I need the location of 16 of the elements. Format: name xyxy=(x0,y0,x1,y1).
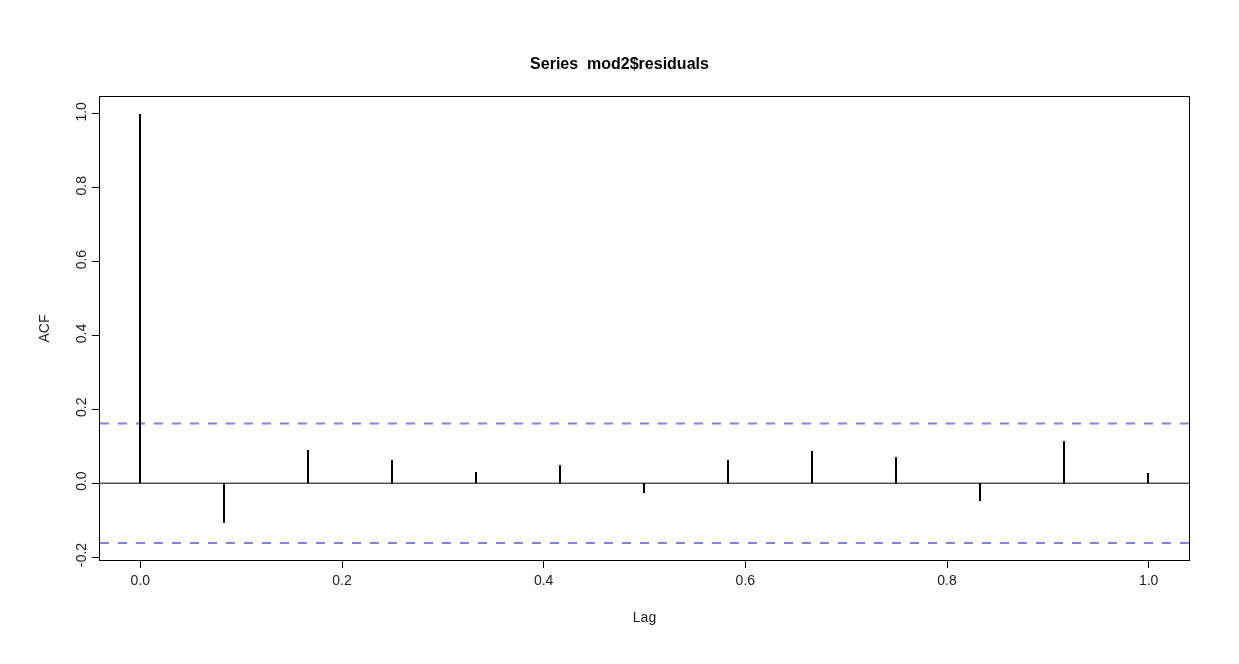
y-tick-label: -0.2 xyxy=(73,542,90,568)
y-tick-label: 0.4 xyxy=(73,323,90,344)
x-tick-label: 0.0 xyxy=(130,571,151,588)
x-tick-label: 0.2 xyxy=(332,571,352,588)
y-tick-label: 0.6 xyxy=(73,249,90,270)
x-tick-label: 0.4 xyxy=(533,571,554,588)
x-tick-label: 0.6 xyxy=(735,571,756,588)
y-tick-label: 1.0 xyxy=(73,101,90,122)
x-tick-label: 0.8 xyxy=(937,571,957,588)
y-tick-label: 0.8 xyxy=(73,175,90,196)
y-tick-label: 0.0 xyxy=(73,471,90,491)
chart-title: Series mod2$residuals xyxy=(530,54,709,72)
x-tick-label: 1.0 xyxy=(1138,571,1159,588)
x-axis-title: Lag xyxy=(632,609,657,626)
y-axis-title: ACF xyxy=(36,314,52,343)
y-tick-label: 0.2 xyxy=(73,397,90,417)
